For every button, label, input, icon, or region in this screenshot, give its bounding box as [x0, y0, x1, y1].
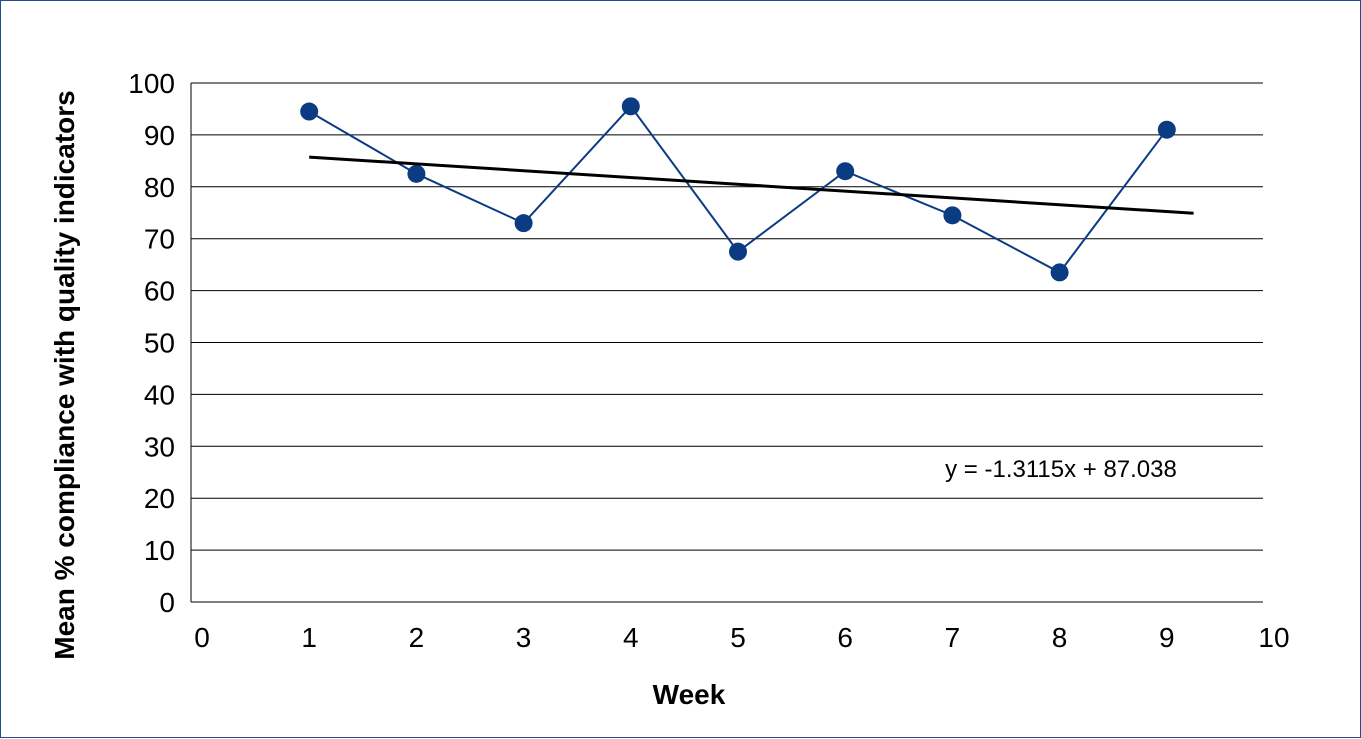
x-tick-label: 9: [1159, 622, 1175, 653]
gridlines: [190, 82, 1263, 603]
x-tick-label: 10: [1258, 622, 1289, 653]
y-tick-label: 90: [144, 120, 175, 151]
y-tick-labels: 0 10 20 30 40 50 60 70 80 90 100: [128, 68, 175, 618]
trendline-group: [309, 155, 1194, 215]
data-point: [1157, 120, 1176, 139]
data-point: [407, 164, 426, 183]
y-tick-label: 100: [128, 68, 175, 99]
data-point: [514, 214, 533, 233]
data-point: [836, 162, 855, 181]
y-tick-label: 0: [159, 587, 175, 618]
trendline: [309, 155, 1194, 215]
trendline-equation: y = -1.3115x + 87.038: [945, 456, 1177, 483]
data-point: [621, 97, 640, 116]
x-tick-label: 1: [301, 622, 317, 653]
x-tick-labels: 0 1 2 3 4 5 6 7 8 9 10: [194, 622, 1289, 653]
x-tick-label: 8: [1052, 622, 1068, 653]
x-tick-label: 2: [409, 622, 425, 653]
data-point: [729, 242, 747, 261]
y-tick-label: 80: [144, 172, 175, 203]
x-tick-label: 3: [516, 622, 532, 653]
y-tick-label: 70: [144, 224, 175, 255]
x-axis-title: Week: [653, 679, 726, 710]
y-tick-label: 20: [144, 483, 175, 514]
y-tick-label: 10: [144, 535, 175, 566]
y-tick-label: 30: [144, 431, 175, 462]
x-tick-label: 0: [194, 622, 210, 653]
y-tick-label: 50: [144, 328, 175, 359]
data-point: [1050, 263, 1069, 282]
x-tick-label: 6: [837, 622, 853, 653]
y-axis-title: Mean % compliance with quality indicator…: [49, 90, 80, 659]
y-tick-label: 60: [144, 276, 175, 307]
y-tick-label: 40: [144, 379, 175, 410]
x-tick-label: 4: [623, 622, 639, 653]
x-tick-label: 5: [730, 622, 746, 653]
data-series: [300, 97, 1176, 282]
data-point: [300, 102, 319, 121]
x-tick-label: 7: [945, 622, 961, 653]
data-point: [943, 206, 962, 225]
